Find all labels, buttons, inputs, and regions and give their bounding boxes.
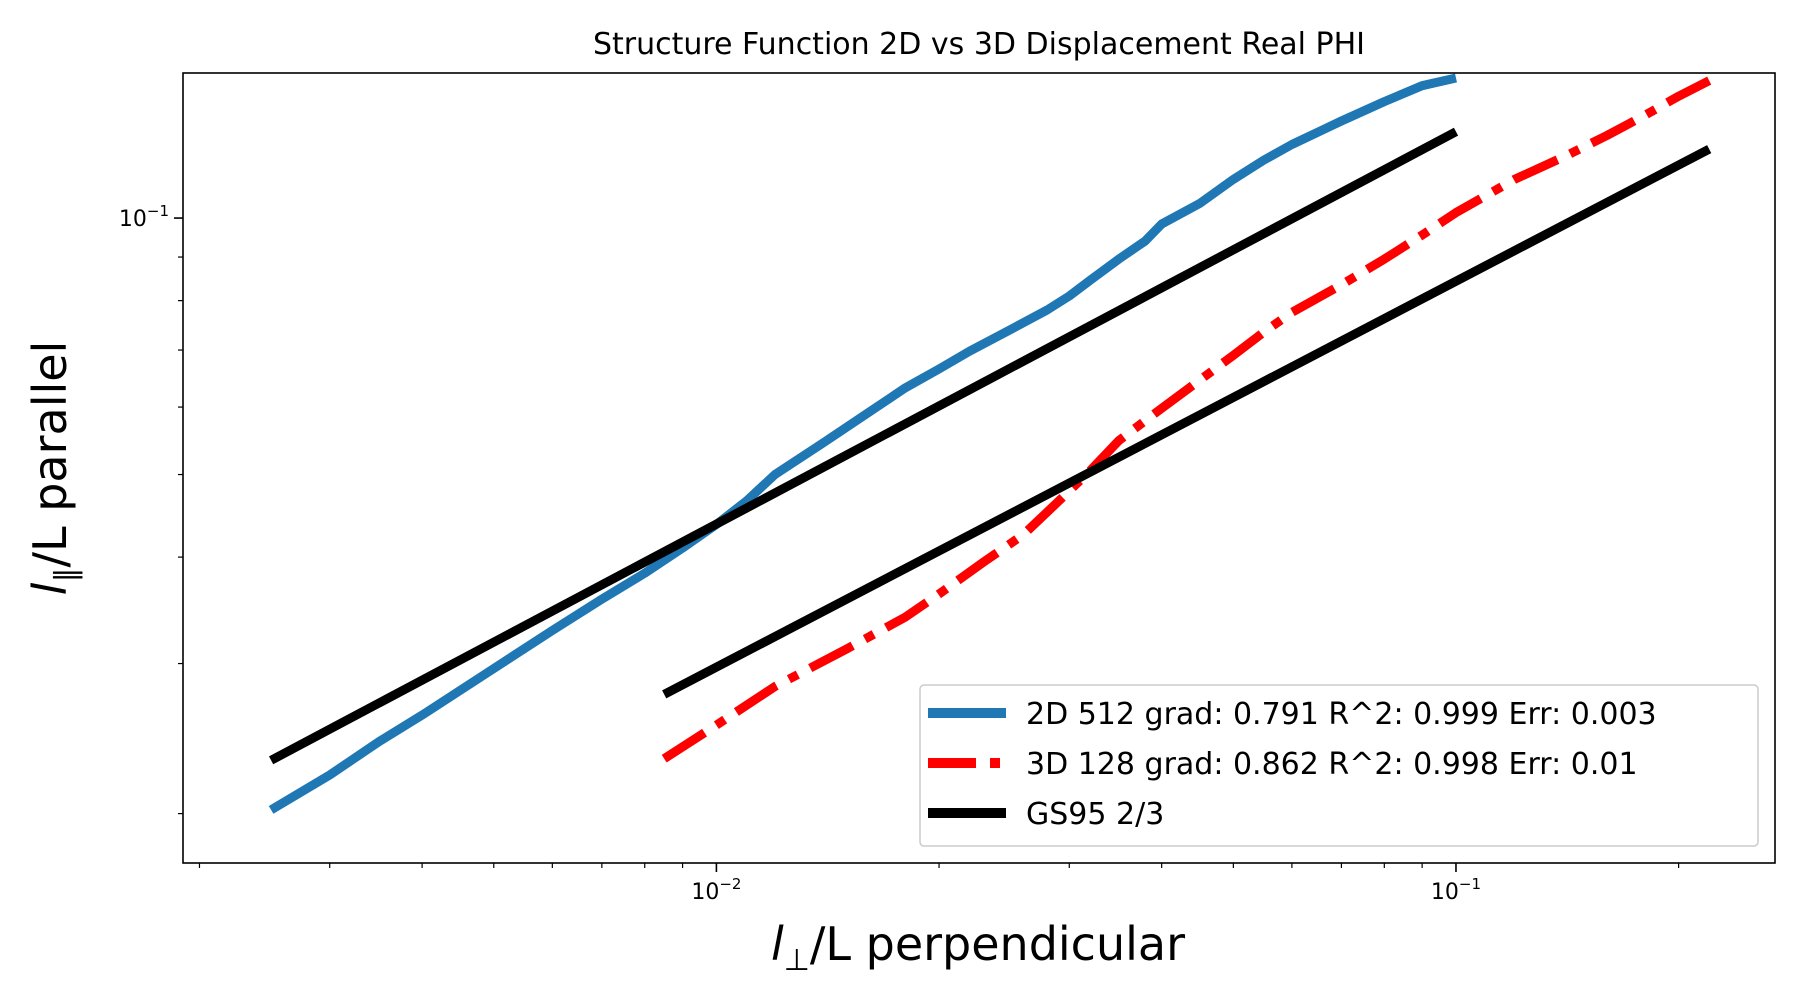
x-axis-label: l⊥/L perpendicular	[771, 917, 1185, 978]
series-line-3	[662, 145, 1712, 699]
chart-title: Structure Function 2D vs 3D Displacement…	[593, 27, 1365, 62]
plot-frame	[182, 72, 1776, 864]
legend-label-2d: 2D 512 grad: 0.791 R^2: 0.999 Err: 0.003	[1026, 697, 1657, 732]
y-axis: 10−1	[119, 202, 183, 815]
x-axis-symbol: l	[771, 917, 784, 971]
legend-label-3d: 3D 128 grad: 0.862 R^2: 0.998 Err: 0.01	[1026, 747, 1638, 782]
x-axis-suffix: /L perpendicular	[810, 917, 1185, 971]
y-axis-suffix: /L parallel	[23, 341, 77, 568]
y-axis-symbol: l	[23, 582, 77, 595]
legend: 2D 512 grad: 0.791 R^2: 0.999 Err: 0.003…	[919, 684, 1759, 847]
x-axis-subscript: ⊥	[784, 943, 810, 978]
series-line-0	[268, 73, 1457, 814]
y-axis-label: l∥/L parallel	[23, 341, 84, 596]
x-tick-label-1: 10−1	[1431, 875, 1481, 905]
legend-label-gs95: GS95 2/3	[1026, 797, 1164, 832]
x-tick-label-0: 10−2	[691, 875, 741, 905]
x-axis: 10−2 10−1	[198, 863, 1680, 905]
legend-box	[919, 684, 1759, 847]
x-tick-exponent: −1	[1459, 875, 1481, 893]
y-tick-label-0: 10−1	[119, 202, 169, 232]
x-tick-exponent: −2	[719, 875, 741, 893]
y-tick-exponent: −1	[147, 202, 169, 220]
series-line-2	[268, 127, 1459, 765]
series-line-1	[661, 76, 1712, 763]
y-axis-subscript: ∥	[49, 568, 84, 583]
y-tick-base: 10	[119, 207, 147, 232]
x-tick-base: 10	[1431, 880, 1459, 905]
x-tick-base: 10	[691, 880, 719, 905]
series-layer	[268, 73, 1712, 814]
